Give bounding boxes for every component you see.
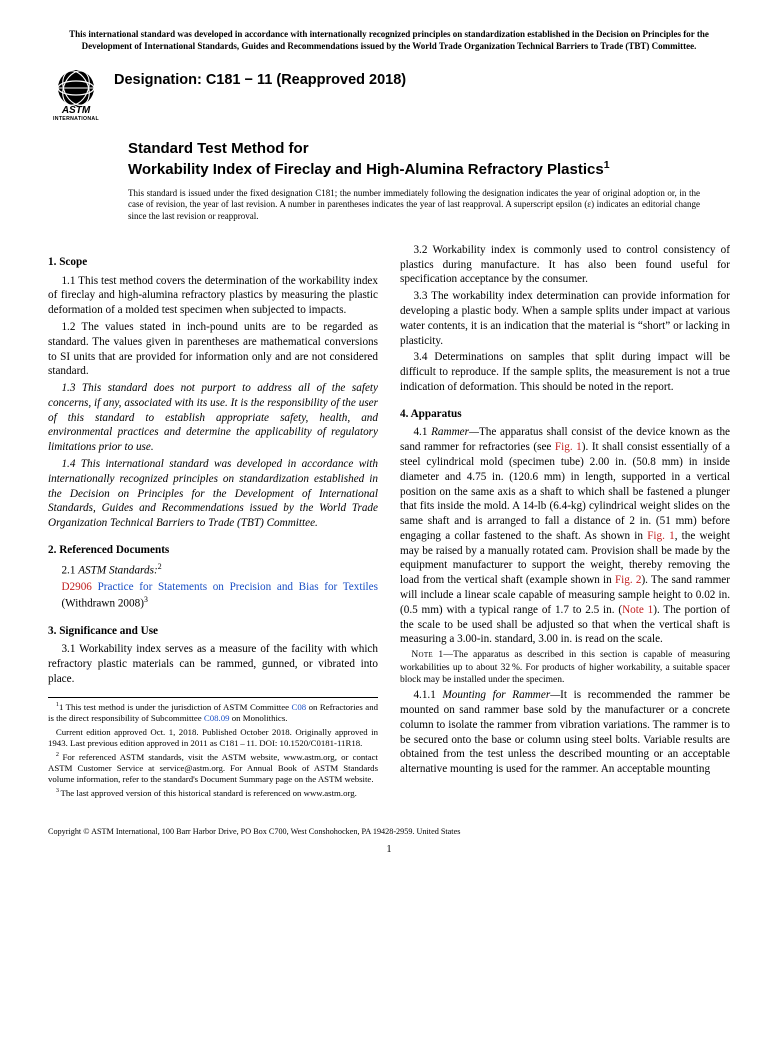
ref-sup: 3: [144, 595, 148, 604]
p41-term: Rammer—: [431, 426, 479, 438]
fig2-link[interactable]: Fig. 2: [615, 574, 642, 586]
para-3-3: 3.3 The workability index determination …: [400, 289, 730, 348]
fn1-a: 1 This test method is under the jurisdic…: [59, 702, 292, 712]
para-1-2: 1.2 The values stated in inch-pound unit…: [48, 320, 378, 379]
para-2-1: 2.1 ASTM Standards:2: [48, 562, 378, 579]
title-block: Standard Test Method for Workability Ind…: [128, 140, 730, 180]
para-3-1: 3.1 Workability index serves as a measur…: [48, 642, 378, 686]
para-4-1-1: 4.1.1 Mounting for Rammer—It is recommen…: [400, 688, 730, 777]
section-3-head: 3. Significance and Use: [48, 624, 378, 639]
designation: Designation: C181 − 11 (Reapproved 2018): [114, 72, 406, 88]
ref-title-link[interactable]: Practice for Statements on Precision and…: [92, 581, 378, 593]
svg-text:ASTM: ASTM: [61, 105, 91, 116]
note-1: Note 1—The apparatus as described in thi…: [400, 649, 730, 686]
footnotes: 11 This test method is under the jurisdi…: [48, 697, 378, 799]
section-2-head: 2. Referenced Documents: [48, 543, 378, 558]
copyright: Copyright © ASTM International, 100 Barr…: [48, 827, 730, 836]
fn2-body: For referenced ASTM standards, visit the…: [48, 752, 378, 784]
title-lead: Standard Test Method for: [128, 140, 730, 159]
title-main-text: Workability Index of Fireclay and High-A…: [128, 161, 604, 178]
section-4-head: 4. Apparatus: [400, 407, 730, 422]
ref-tail: (Withdrawn 2008): [61, 598, 144, 610]
p411-term: Mounting for Rammer—: [442, 689, 560, 701]
issuance-note: This standard is issued under the fixed …: [128, 188, 700, 223]
fn1-link-c0809[interactable]: C08.09: [204, 713, 230, 723]
fn1-c: on Monolithics.: [230, 713, 288, 723]
para-4-1: 4.1 Rammer—The apparatus shall consist o…: [400, 425, 730, 647]
footnote-1: 11 This test method is under the jurisdi…: [48, 702, 378, 724]
ref-code: D2906: [61, 581, 91, 593]
fn3-body: The last approved version of this histor…: [61, 788, 357, 798]
ref-d2906: D2906 Practice for Statements on Precisi…: [48, 580, 378, 611]
para-3-2: 3.2 Workability index is commonly used t…: [400, 243, 730, 287]
fig1-link-a[interactable]: Fig. 1: [555, 441, 582, 453]
tbt-notice: This international standard was develope…: [48, 28, 730, 52]
fn1-link-c08[interactable]: C08: [292, 702, 307, 712]
footnote-3: 3 The last approved version of this hist…: [48, 788, 378, 799]
para-1-4: 1.4 This international standard was deve…: [48, 457, 378, 531]
p41-num: 4.1: [413, 426, 431, 438]
footnote-2: 2 For referenced ASTM standards, visit t…: [48, 752, 378, 785]
fig1-link-b[interactable]: Fig. 1: [647, 530, 675, 542]
fn2-sup: 2: [56, 752, 63, 758]
note1-link[interactable]: Note 1: [622, 604, 653, 616]
document-page: This international standard was develope…: [0, 0, 778, 875]
title-superscript: 1: [604, 159, 610, 171]
para-3-4: 3.4 Determinations on samples that split…: [400, 350, 730, 394]
title-main: Workability Index of Fireclay and High-A…: [128, 159, 730, 180]
para-1-3: 1.3 This standard does not purport to ad…: [48, 381, 378, 455]
body-columns: 1. Scope 1.1 This test method covers the…: [48, 243, 730, 799]
p411-body: It is recommended the rammer be mounted …: [400, 689, 730, 775]
para-1-1: 1.1 This test method covers the determin…: [48, 274, 378, 318]
page-number: 1: [48, 844, 730, 855]
para-2-1-lead: 2.1: [61, 564, 78, 576]
astm-logo: ASTM INTERNATIONAL: [48, 66, 104, 122]
p411-num: 4.1.1: [413, 689, 442, 701]
para-2-1-italic: ASTM Standards:: [78, 564, 157, 576]
note-1-label: Note 1—: [411, 650, 453, 660]
p41-c: ). It shall consist essentially of a ste…: [400, 441, 730, 542]
section-1-head: 1. Scope: [48, 255, 378, 270]
svg-text:INTERNATIONAL: INTERNATIONAL: [53, 116, 99, 122]
header-row: ASTM INTERNATIONAL Designation: C181 − 1…: [48, 66, 730, 122]
para-2-1-sup: 2: [158, 562, 162, 571]
footnote-1-cont: Current edition approved Oct. 1, 2018. P…: [48, 727, 378, 749]
